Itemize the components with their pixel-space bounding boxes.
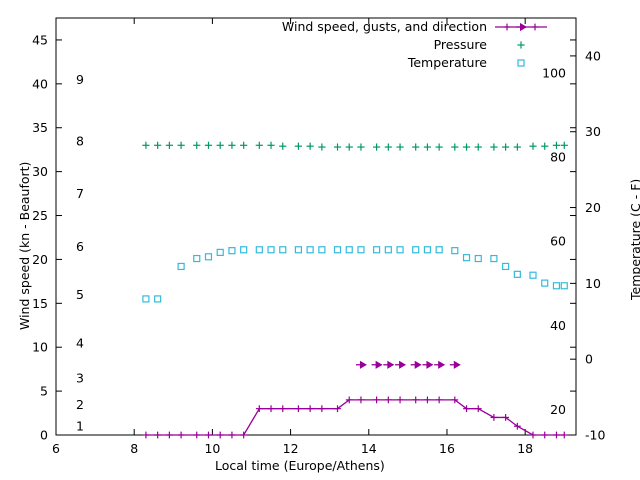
x-tick: 14: [361, 441, 377, 456]
y-right-tick-celsius: 20: [585, 200, 601, 215]
y-left-tick: 15: [32, 296, 48, 311]
marker-square: [552, 282, 561, 290]
beaufort-label: 3: [76, 370, 84, 385]
marker-square: [502, 262, 510, 271]
y-right-tick-celsius: 10: [585, 276, 601, 291]
marker-square: [513, 270, 521, 278]
beaufort-label: 9: [76, 72, 84, 87]
marker-square: [373, 246, 381, 254]
wind-direction-arrow: [426, 360, 434, 369]
y-right-tick-celsius: 40: [585, 48, 601, 63]
x-axis-label: Local time (Europe/Athens): [215, 458, 385, 473]
marker-square: [267, 246, 275, 254]
y-left-tick: 5: [40, 384, 48, 399]
x-tick: 18: [517, 441, 533, 456]
y-left-tick: 40: [32, 76, 48, 91]
y-left-tick: 20: [32, 252, 48, 267]
marker-square: [396, 246, 404, 254]
beaufort-label: 2: [76, 397, 84, 412]
marker-square: [177, 262, 185, 271]
marker-square: [357, 246, 365, 254]
wind-direction-arrow: [453, 360, 461, 369]
y-right-tick-fahrenheit: 60: [550, 234, 566, 249]
marker-square: [384, 246, 392, 254]
wind-direction-arrow: [438, 360, 446, 369]
y-right-tick-celsius: -10: [585, 428, 605, 443]
marker-square: [517, 59, 525, 67]
marker-square: [423, 246, 432, 254]
marker-square: [412, 246, 420, 254]
marker-square: [462, 254, 471, 262]
wind-direction-arrow: [359, 360, 367, 369]
marker-square: [490, 254, 498, 263]
y-right-tick-celsius: 0: [585, 352, 593, 367]
marker-square: [228, 247, 236, 255]
beaufort-label: 8: [76, 133, 84, 148]
y-right-tick-fahrenheit: 100: [542, 65, 566, 80]
beaufort-label: 7: [76, 186, 84, 201]
marker-square: [345, 246, 353, 254]
y-right-tick-fahrenheit: 80: [550, 150, 566, 165]
legend-label-0: Wind speed, gusts, and direction: [282, 19, 487, 34]
y-right-tick-celsius: 30: [585, 124, 601, 139]
x-tick: 6: [52, 441, 60, 456]
marker-square: [560, 282, 568, 290]
y-left-tick: 0: [40, 428, 48, 443]
x-tick: 12: [283, 441, 299, 456]
marker-square: [435, 246, 443, 254]
legend-label-2: Temperature: [407, 55, 487, 70]
marker-square: [204, 253, 213, 261]
y-left-tick: 35: [32, 120, 48, 135]
x-tick: 8: [130, 441, 138, 456]
marker-square: [451, 247, 459, 255]
marker-square: [333, 246, 342, 254]
marker-square: [529, 271, 537, 279]
beaufort-label: 4: [76, 335, 84, 350]
y-right-tick-fahrenheit: 20: [550, 402, 566, 417]
wind-direction-arrow: [520, 22, 527, 32]
marker-square: [154, 295, 162, 303]
wind-direction-arrow: [387, 360, 395, 369]
y-left-tick: 10: [32, 340, 48, 355]
y-left-tick: 25: [32, 208, 48, 223]
y-left-tick: 30: [32, 164, 48, 179]
wind-direction-arrow: [414, 360, 422, 369]
wind-speed-line: [145, 399, 565, 436]
marker-square: [306, 246, 314, 254]
marker-square: [240, 246, 248, 254]
marker-square: [279, 246, 287, 254]
wind-direction-arrow: [399, 360, 407, 369]
marker-square: [318, 246, 326, 254]
marker-square: [474, 254, 482, 263]
x-tick: 16: [439, 441, 455, 456]
beaufort-label: 5: [76, 287, 84, 302]
legend-label-1: Pressure: [434, 37, 488, 52]
y-right-tick-fahrenheit: 40: [550, 318, 566, 333]
marker-square: [193, 254, 201, 263]
beaufort-label: 1: [76, 419, 84, 434]
marker-square: [255, 246, 263, 254]
marker-square: [294, 246, 303, 254]
plot-frame: [55, 17, 577, 436]
x-tick: 10: [204, 441, 220, 456]
wind-direction-arrow: [375, 360, 383, 369]
y-left-tick: 45: [32, 32, 48, 47]
marker-square: [216, 248, 224, 256]
marker-square: [142, 295, 150, 303]
marker-square: [541, 279, 549, 287]
beaufort-label: 6: [76, 239, 84, 254]
